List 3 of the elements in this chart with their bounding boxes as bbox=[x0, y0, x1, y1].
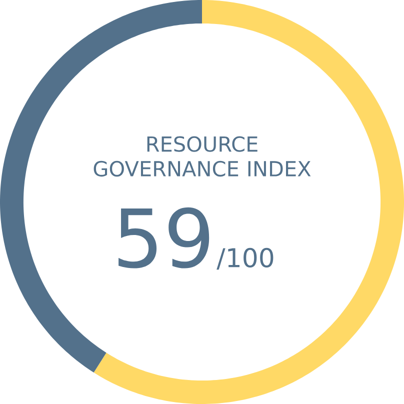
text: 59 bbox=[118, 207, 210, 268]
text: RESOURCE GOVERNANCE INDEX bbox=[94, 136, 311, 177]
text: /100 bbox=[216, 248, 274, 270]
